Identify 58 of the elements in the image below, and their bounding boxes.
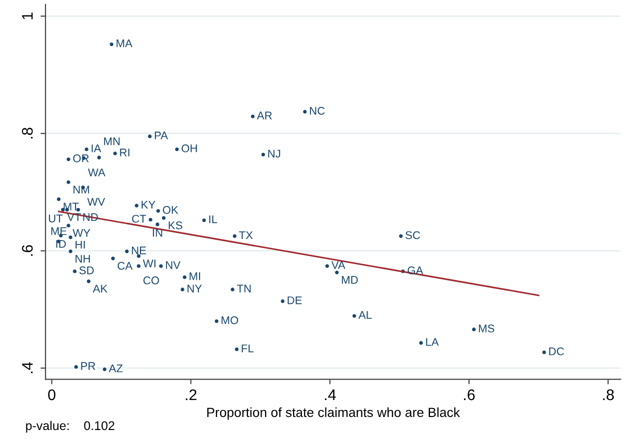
data-label: NC <box>310 106 325 115</box>
x-tick-label: .6 <box>464 389 475 400</box>
data-label: UT <box>48 214 63 222</box>
data-label: GA <box>408 266 424 274</box>
data-label: FL <box>242 344 254 352</box>
data-label: AL <box>358 311 372 319</box>
data-label: OH <box>182 144 197 152</box>
data-label: SC <box>406 231 420 240</box>
y-tick-label: .4 <box>22 362 33 374</box>
data-label: OK <box>162 206 178 214</box>
data-label: IL <box>209 216 218 224</box>
data-label: TN <box>236 284 251 292</box>
x-tick-label: .2 <box>186 389 196 400</box>
data-label: LA <box>426 338 439 346</box>
data-label: ME <box>51 227 67 235</box>
data-label: KY <box>142 200 156 208</box>
data-label: NV <box>166 261 180 269</box>
data-label: VT <box>67 213 81 221</box>
data-label: TX <box>239 231 253 239</box>
data-label: PA <box>154 132 168 140</box>
data-label: PR <box>81 362 96 370</box>
x-axis-title: Proportion of state claimants who are Black <box>207 407 460 420</box>
x-tick-label: .8 <box>603 389 614 400</box>
data-label: WI <box>142 260 156 268</box>
data-label: WV <box>87 198 106 206</box>
data-label: CA <box>118 262 133 270</box>
y-tick-label: 1 <box>22 12 33 20</box>
data-label: IA <box>92 144 102 152</box>
data-label: SD <box>79 266 94 274</box>
data-label: RI <box>120 148 130 156</box>
data-label: MI <box>190 272 200 280</box>
data-label: DE <box>288 296 302 304</box>
data-label: AR <box>256 112 272 120</box>
data-label: IN <box>152 228 162 237</box>
x-tick-label: .4 <box>324 390 336 400</box>
data-label: CO <box>143 276 159 284</box>
data-label: NH <box>76 254 90 263</box>
data-label: MS <box>478 324 494 332</box>
data-label: WY <box>72 229 90 237</box>
data-label: AZ <box>108 364 123 372</box>
data-label: MO <box>222 316 238 324</box>
data-label: NY <box>188 284 202 292</box>
y-tick-label: .8 <box>22 128 33 138</box>
data-label: HI <box>76 240 85 249</box>
y-tick-label: .6 <box>22 245 33 256</box>
data-label: NJ <box>268 150 280 158</box>
data-label: KS <box>168 221 182 230</box>
data-label: NE <box>132 246 146 254</box>
data-label: WA <box>88 168 106 176</box>
data-label: CT <box>132 214 146 223</box>
text: p-value: 0.102 <box>26 420 114 433</box>
data-label: DC <box>549 347 564 356</box>
data-label: MN <box>104 137 120 146</box>
x-tick-label: 0 <box>48 389 56 400</box>
data-label: VA <box>331 261 346 269</box>
data-label: AK <box>92 284 108 292</box>
data-label: MA <box>116 40 132 48</box>
data-label: MD <box>342 276 358 284</box>
